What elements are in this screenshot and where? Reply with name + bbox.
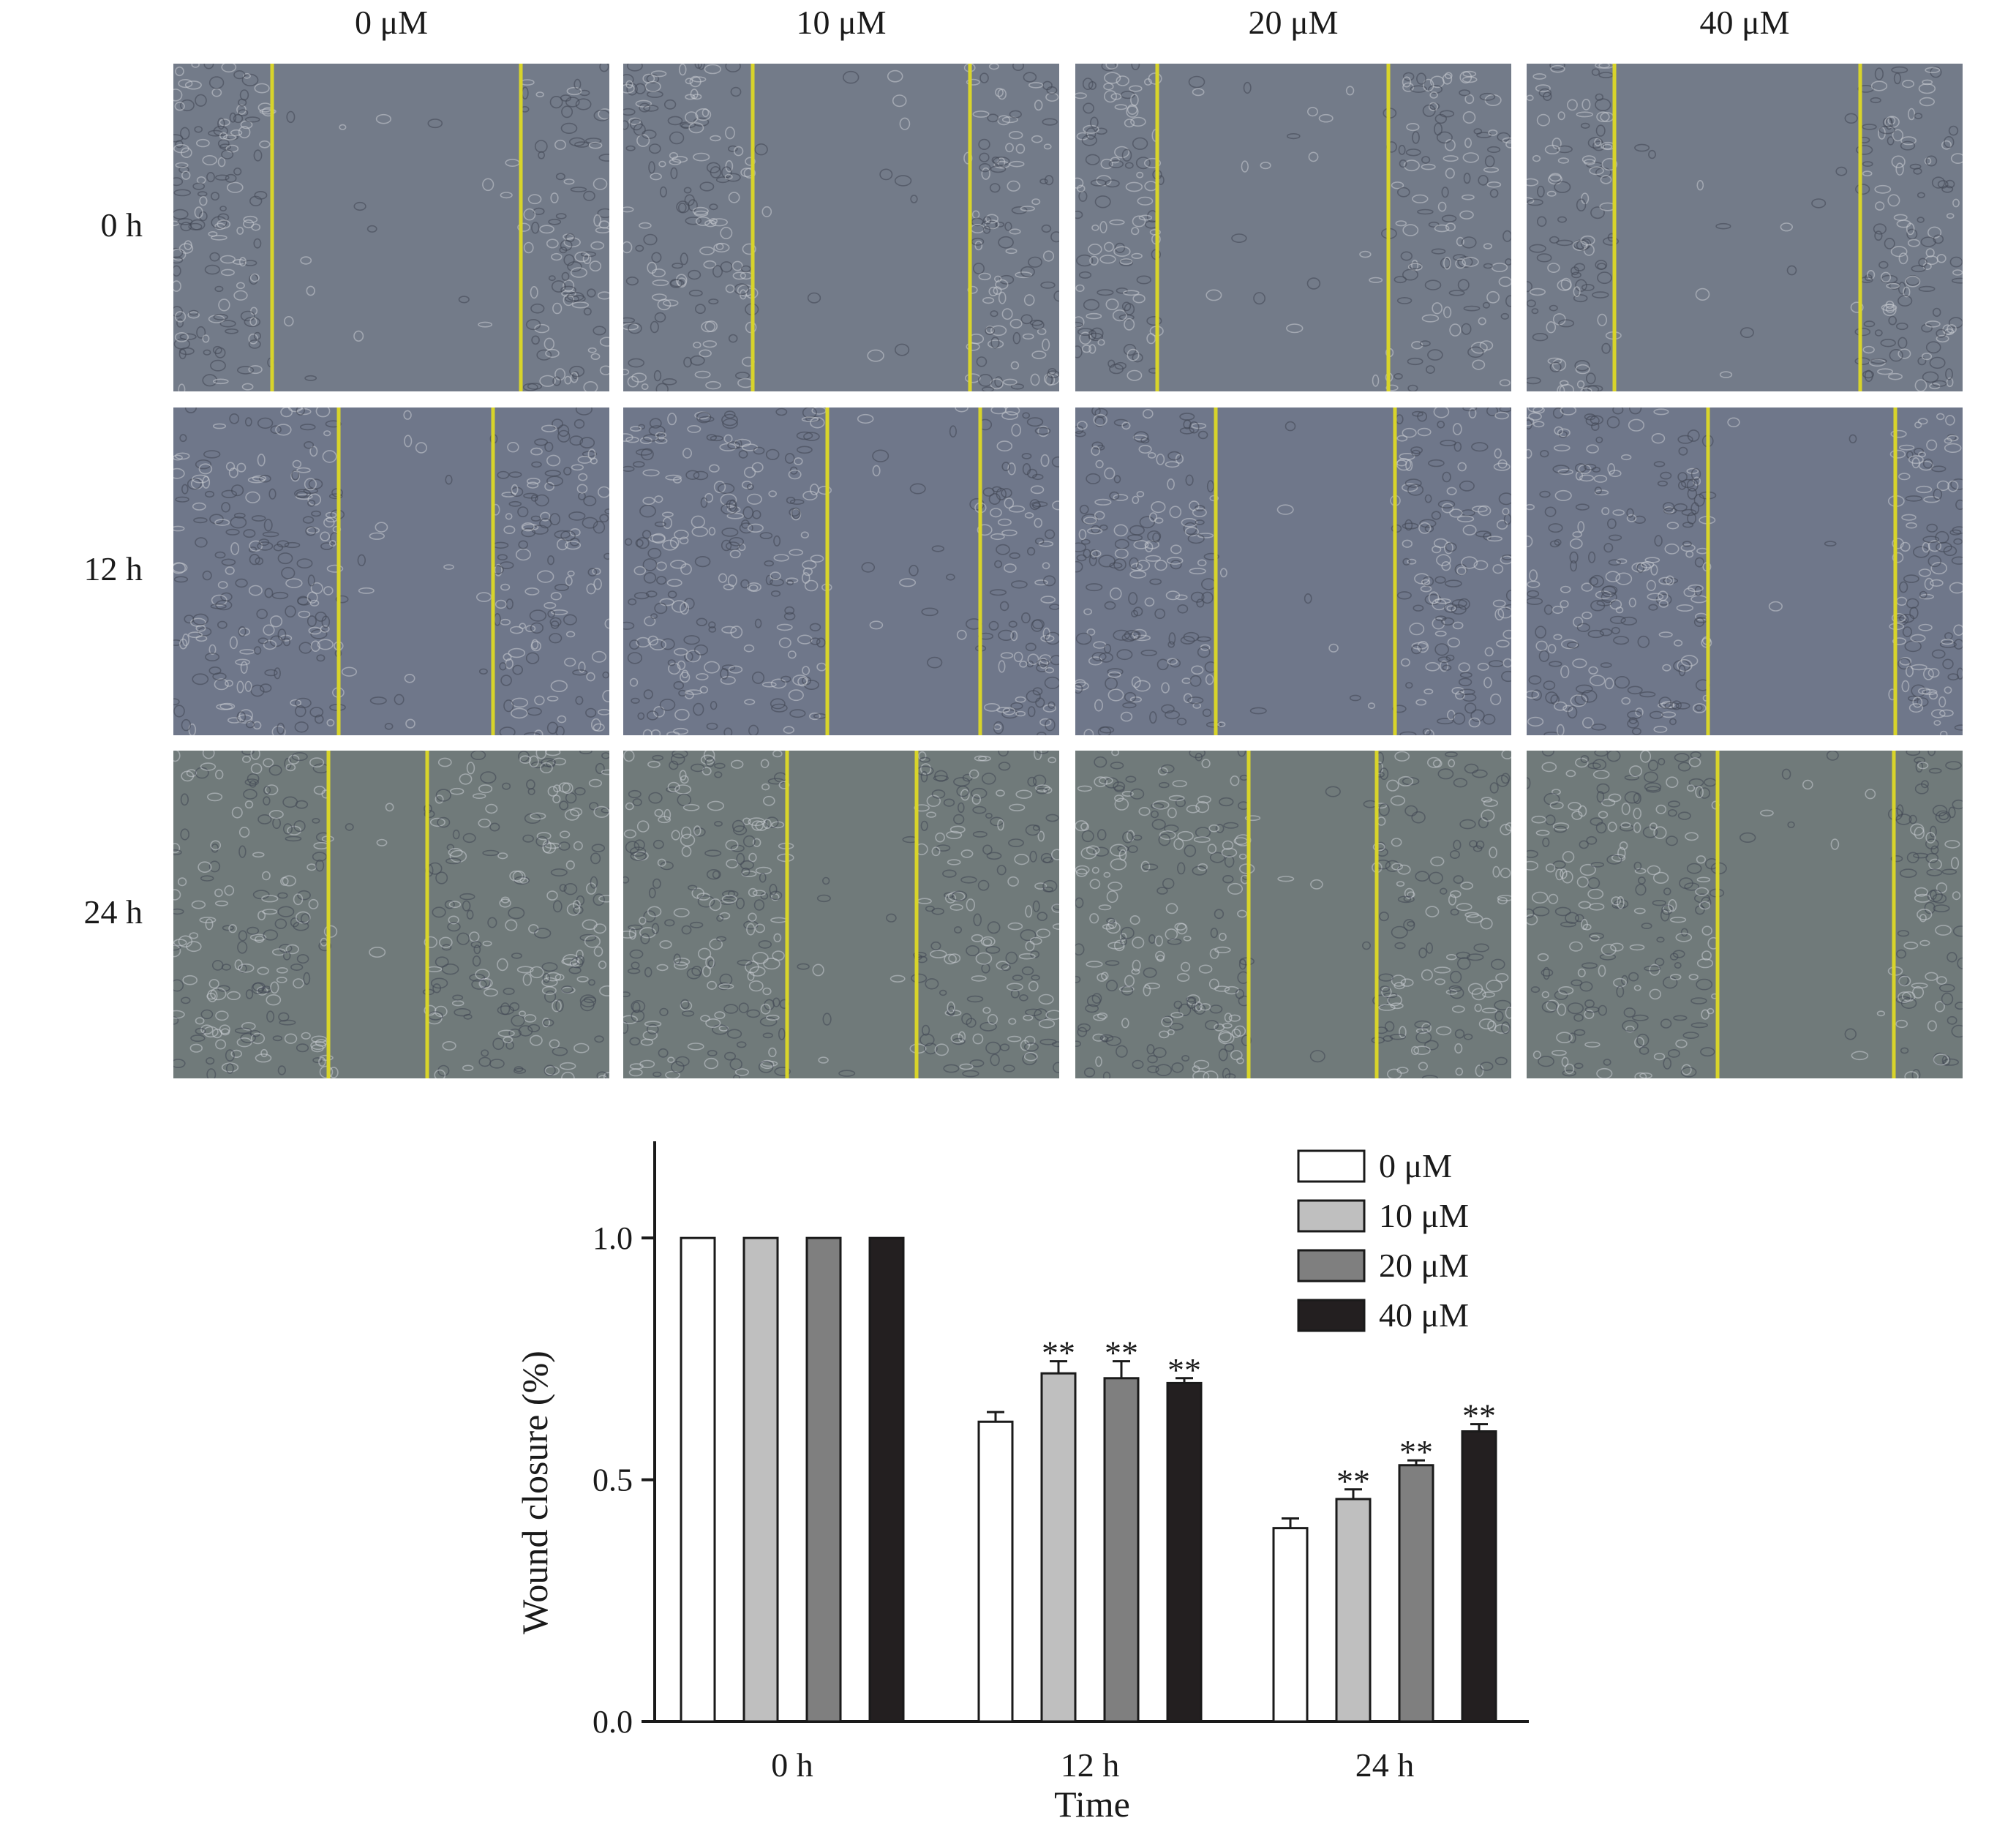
x-tick-label: 24 h <box>1355 1746 1415 1784</box>
legend-label: 0 μM <box>1379 1147 1452 1184</box>
micrograph-image <box>1527 751 1963 1078</box>
bar <box>1272 1527 1309 1723</box>
y-tick-label: 1.0 <box>593 1220 633 1256</box>
x-axis-label: Time <box>1054 1784 1130 1825</box>
row-label: 0 h <box>100 206 143 244</box>
micrograph-image <box>1075 64 1511 391</box>
bar <box>1461 1430 1497 1723</box>
y-axis-label: Wound closure (%) <box>514 1351 555 1634</box>
legend-swatch <box>1297 1149 1366 1183</box>
significance-marker: ** <box>1336 1462 1370 1500</box>
bar <box>680 1236 716 1723</box>
micrograph-panel <box>1527 64 1963 391</box>
micrograph-panel <box>1527 751 1963 1078</box>
column-label: 10 μM <box>796 4 887 41</box>
bar <box>742 1236 779 1723</box>
x-tick-label: 12 h <box>1061 1746 1120 1784</box>
legend-swatch <box>1297 1299 1366 1332</box>
micrograph-image <box>1075 408 1511 735</box>
row-label: 24 h <box>83 893 143 931</box>
micrograph-image <box>1075 751 1511 1078</box>
micrograph-image <box>623 64 1059 391</box>
legend-label: 40 μM <box>1379 1296 1469 1334</box>
micrograph-panel <box>623 64 1059 391</box>
micrograph-image <box>173 408 609 735</box>
legend-label: 10 μM <box>1379 1197 1469 1234</box>
micrograph-panel <box>623 751 1059 1078</box>
column-label: 20 μM <box>1248 4 1339 41</box>
bar <box>1335 1498 1372 1723</box>
bar <box>1166 1381 1203 1723</box>
row-label: 12 h <box>83 550 143 587</box>
micrograph-panel <box>173 751 609 1078</box>
legend-swatch <box>1297 1199 1366 1233</box>
micrograph-panel <box>1075 751 1511 1078</box>
significance-marker: ** <box>1042 1334 1075 1372</box>
significance-marker: ** <box>1462 1397 1496 1435</box>
significance-marker: ** <box>1167 1351 1201 1389</box>
micrograph-image <box>623 408 1059 735</box>
bar <box>1103 1377 1140 1723</box>
bar <box>868 1236 905 1723</box>
bar <box>1398 1464 1434 1723</box>
micrograph-panel <box>1075 408 1511 735</box>
bar <box>805 1236 842 1723</box>
bar <box>1040 1372 1077 1723</box>
significance-marker: ** <box>1399 1433 1433 1471</box>
micrograph-image <box>1527 408 1963 735</box>
significance-marker: ** <box>1105 1334 1138 1372</box>
micrograph-panel <box>1075 64 1511 391</box>
micrograph-panel <box>1527 408 1963 735</box>
column-label: 0 μM <box>354 4 429 41</box>
x-tick-label: 0 h <box>771 1746 813 1784</box>
legend-label: 20 μM <box>1379 1247 1469 1284</box>
bar <box>977 1420 1014 1723</box>
micrograph-image <box>1527 64 1963 391</box>
micrograph-panel <box>173 64 609 391</box>
y-tick-label: 0.0 <box>593 1704 633 1740</box>
micrograph-image <box>173 751 609 1078</box>
micrograph-image <box>173 64 609 391</box>
micrograph-panel <box>623 408 1059 735</box>
column-label: 40 μM <box>1699 4 1790 41</box>
micrograph-image <box>623 751 1059 1078</box>
micrograph-panel <box>173 408 609 735</box>
legend-swatch <box>1297 1249 1366 1282</box>
y-tick-label: 0.5 <box>593 1462 633 1498</box>
